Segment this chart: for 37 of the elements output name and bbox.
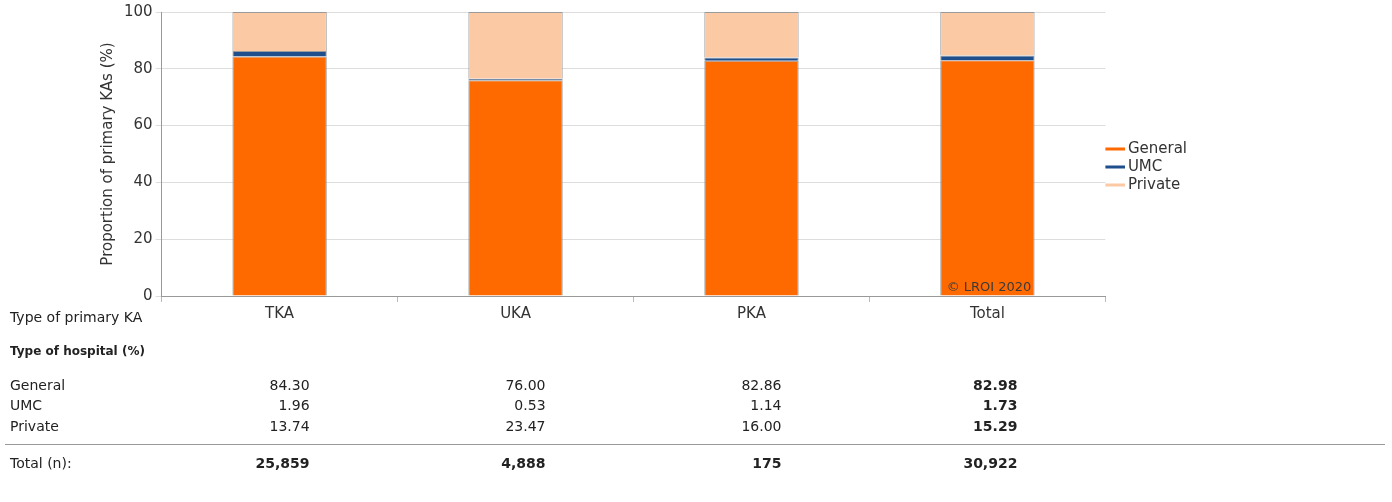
text: Private	[10, 417, 59, 434]
data-label: 1.96	[278, 397, 310, 414]
text: Total (n):	[9, 454, 72, 471]
x-tick-label: TKA	[264, 303, 295, 322]
y-tick-label: 40	[133, 172, 153, 191]
data-label: 84.30	[269, 376, 310, 393]
text: 25,859	[255, 454, 310, 471]
text: 30,922	[963, 454, 1018, 471]
text: 4,888	[501, 454, 546, 471]
y-tick-label: 0	[143, 285, 153, 304]
y-tick-label: 80	[133, 58, 153, 77]
annotation: © LROI 2020	[946, 279, 1032, 295]
data-label: 1.14	[750, 397, 782, 414]
text: 175	[752, 454, 782, 471]
text: UMC	[10, 397, 43, 414]
x-tick-label: PKA	[737, 303, 767, 322]
text: General	[10, 376, 66, 393]
data-label: 76.00	[505, 376, 546, 393]
y-tick-label: 100	[123, 1, 153, 20]
data-label: 16.00	[741, 417, 782, 434]
legend-label: UMC	[1127, 156, 1163, 175]
x-tick-label: UKA	[500, 303, 532, 322]
text: Type of hospital (%)	[10, 344, 145, 359]
data-label: 15.29	[973, 417, 1018, 434]
x-axis-title: Type of primary KA	[9, 308, 143, 325]
data-label: 82.86	[741, 376, 782, 393]
data-label: 23.47	[505, 417, 546, 434]
legend-label: Private	[1127, 174, 1181, 193]
y-axis-title: Proportion of primary KAs (%)	[97, 42, 116, 266]
y-tick-label: 20	[133, 229, 153, 248]
y-tick-label: 60	[133, 115, 153, 134]
data-label: 1.73	[982, 397, 1018, 414]
legend-label: General	[1127, 138, 1188, 157]
data-label: 13.74	[269, 417, 310, 434]
x-tick-label: Total	[968, 303, 1005, 322]
data-label: 0.53	[514, 397, 546, 414]
data-label: 82.98	[973, 376, 1018, 393]
